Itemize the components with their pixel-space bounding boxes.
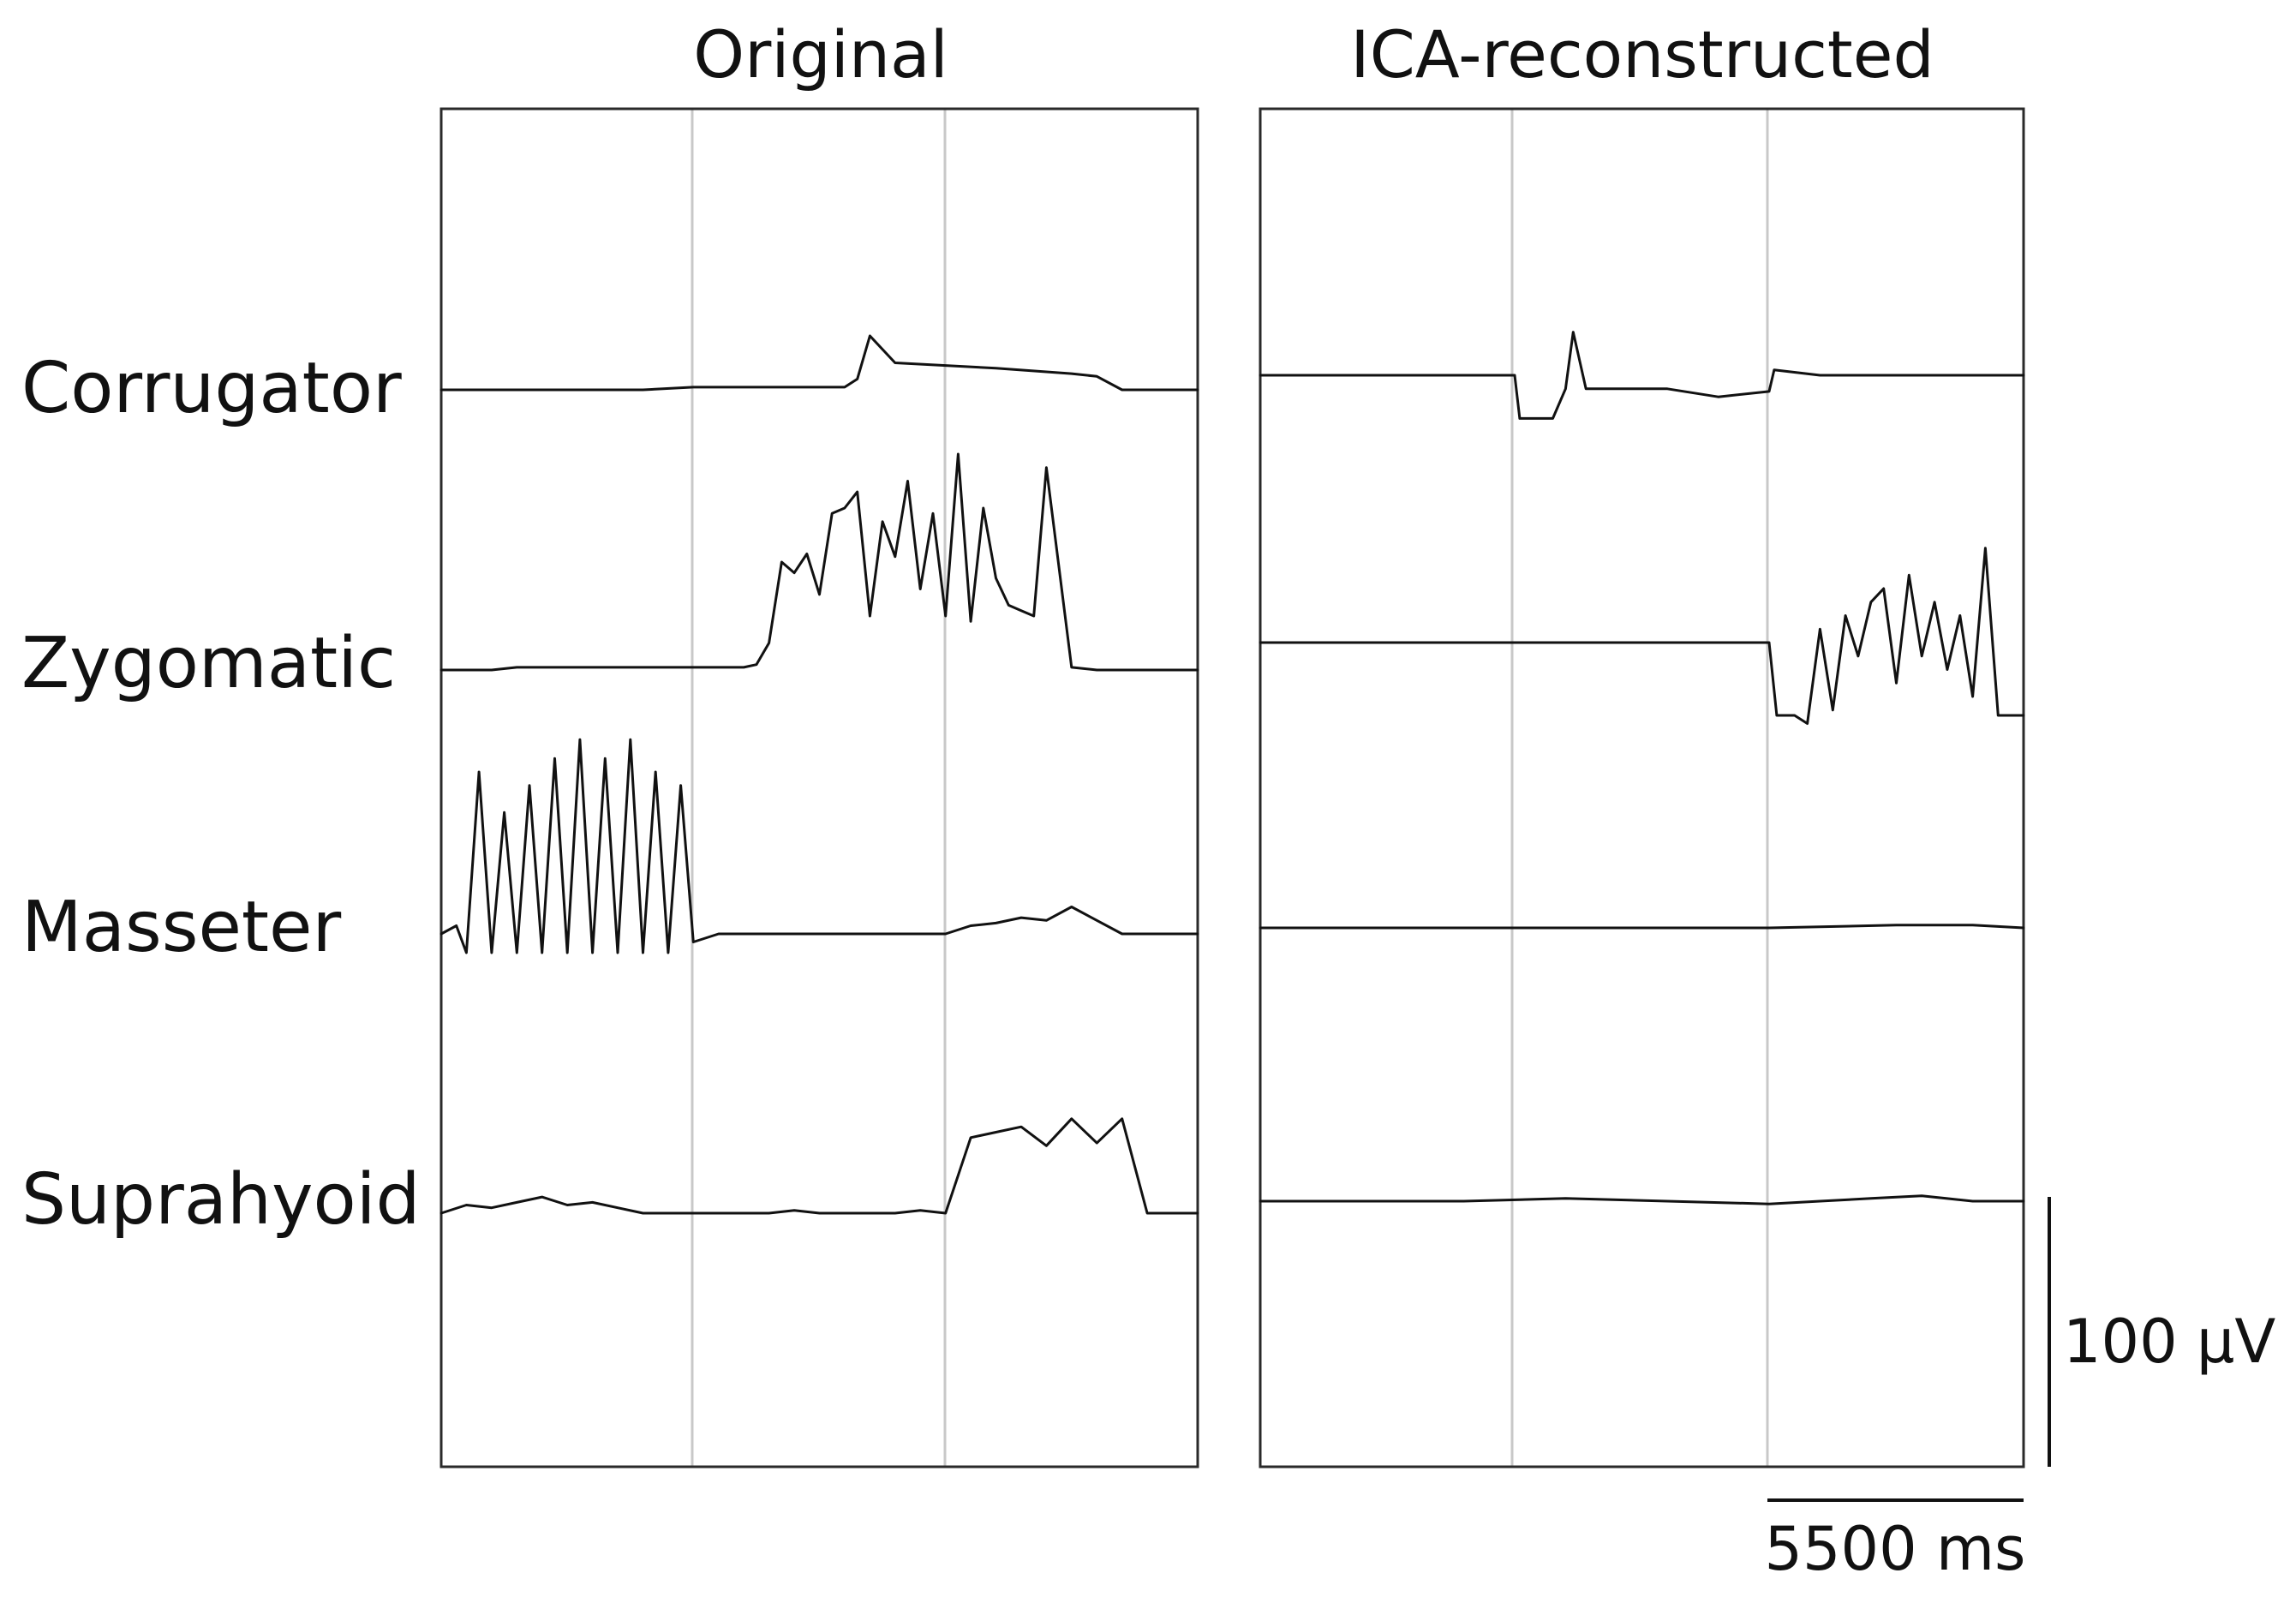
panel-ica-reconstructed bbox=[1259, 107, 2025, 1468]
panel-title-ica: ICA-reconstructed bbox=[1350, 16, 1934, 93]
trace-masseter bbox=[439, 738, 1199, 954]
panel-title-original: Original bbox=[693, 16, 948, 93]
panel-frame bbox=[439, 107, 1199, 1468]
trace-suprahyoid bbox=[1259, 1194, 2025, 1205]
trace-suprahyoid bbox=[439, 1117, 1199, 1215]
trace-zygomatic bbox=[1259, 547, 2025, 725]
trace-corrugator bbox=[439, 334, 1199, 392]
row-label-masseter: Masseter bbox=[21, 887, 341, 968]
row-label-zygomatic: Zygomatic bbox=[21, 623, 396, 704]
row-label-suprahyoid: Suprahyoid bbox=[21, 1159, 421, 1241]
panel-original bbox=[439, 107, 1199, 1468]
panel-frame bbox=[1259, 107, 2025, 1468]
time-scale-label: 5500 ms bbox=[1764, 1514, 2025, 1584]
trace-masseter bbox=[1259, 924, 2025, 930]
trace-zygomatic bbox=[439, 452, 1199, 672]
amplitude-scale-label: 100 µV bbox=[2063, 1307, 2275, 1377]
row-label-corrugator: Corrugator bbox=[21, 348, 402, 429]
trace-corrugator bbox=[1259, 331, 2025, 420]
